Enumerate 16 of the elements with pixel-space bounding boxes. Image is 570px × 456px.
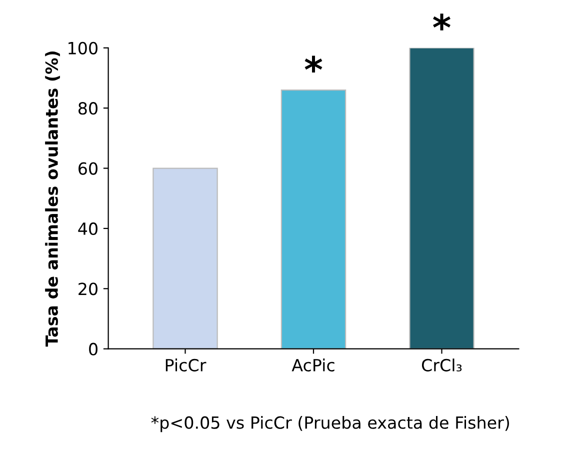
bar	[409, 48, 474, 349]
y-tick-label: 40	[78, 222, 98, 236]
x-tick-label: AcPic	[292, 358, 334, 372]
y-tick-label: 0	[89, 342, 98, 356]
annotation: *	[304, 56, 322, 72]
x-tick-label: CrCl₃	[422, 358, 462, 372]
y-tick-label: 80	[78, 102, 98, 115]
y-axis-title: Tasa de animales ovulantes (%)	[45, 52, 60, 347]
y-tick-label: 20	[78, 282, 98, 296]
bar	[152, 168, 218, 349]
x-tick-label: PicCr	[166, 358, 206, 372]
bar	[280, 89, 346, 349]
text: *p<0.05 vs PicCr (Prueba exacta de Fisher)	[151, 416, 509, 432]
annotation: *	[433, 14, 450, 30]
y-tick-label: 100	[68, 42, 98, 54]
y-tick-label: 60	[78, 162, 98, 175]
